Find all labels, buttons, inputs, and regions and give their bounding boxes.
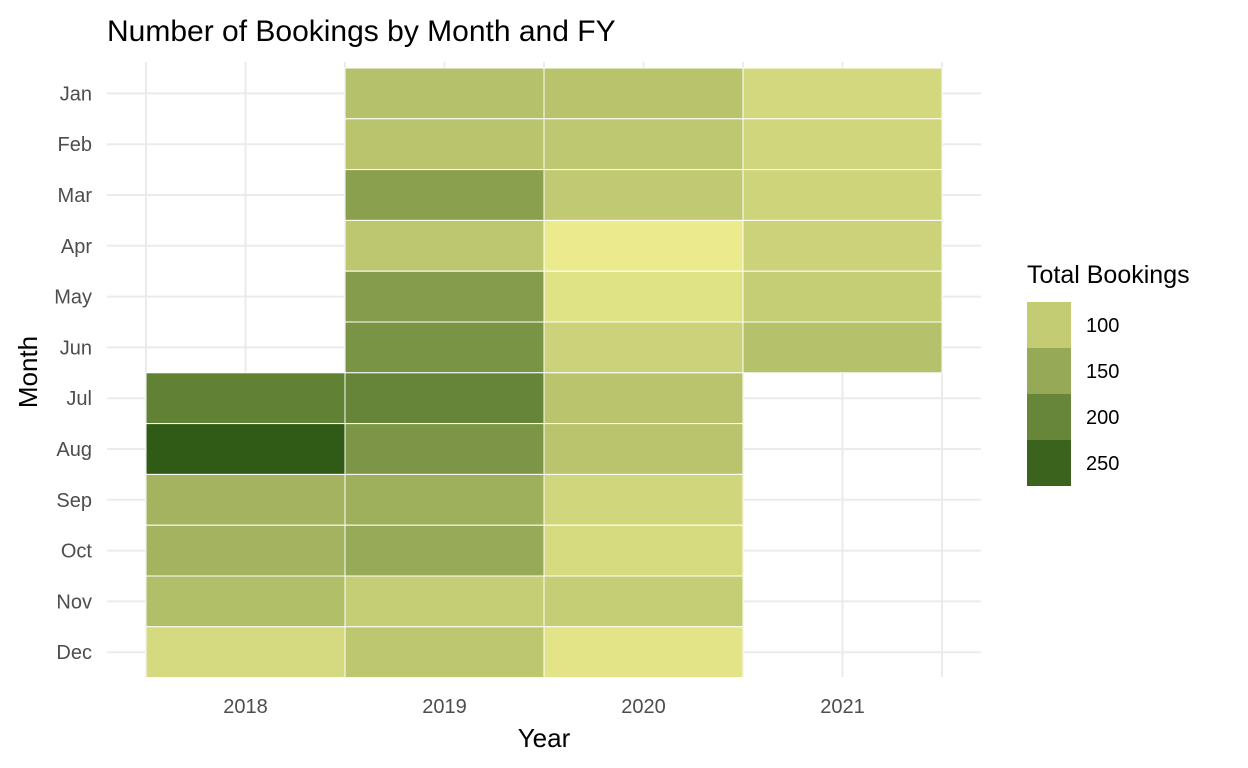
y-tick-label-Dec: Dec <box>56 642 92 664</box>
legend: Total Bookings 100 150 200 250 <box>1027 261 1190 486</box>
x-tick-label-2018: 2018 <box>223 696 268 718</box>
heatmap-cell-2020-Jan <box>543 67 744 120</box>
heatmap-cell-2020-Apr <box>543 219 744 272</box>
heatmap-cell-2021-Jun <box>742 321 943 374</box>
heatmap-cell-2021-Mar <box>742 169 943 221</box>
heatmap-cell-2020-Mar <box>543 169 744 221</box>
heatmap-cell-2019-Apr <box>344 219 545 272</box>
heatmap-cell-2019-Mar <box>344 169 545 221</box>
heatmap-cell-2020-Jun <box>543 321 744 374</box>
y-tick-label-Mar: Mar <box>58 185 93 207</box>
legend-title: Total Bookings <box>1027 261 1190 289</box>
legend-label-100: 100 <box>1086 315 1119 337</box>
heatmap-cell-2019-Dec <box>344 626 545 679</box>
legend-label-150: 150 <box>1086 361 1119 383</box>
heatmap-cell-2019-Jun <box>344 321 545 374</box>
y-tick-label-Nov: Nov <box>56 591 92 613</box>
y-tick-label-Feb: Feb <box>58 134 92 156</box>
heatmap-cell-2020-Nov <box>543 575 744 628</box>
legend-label-200: 200 <box>1086 407 1119 429</box>
x-tick-label-2021: 2021 <box>820 696 865 718</box>
x-tick-label-2019: 2019 <box>422 696 467 718</box>
heatmap-cell-2018-Jul <box>145 372 346 425</box>
heatmap-cell-2019-Sep <box>344 473 545 526</box>
heatmap-cell-2020-Sep <box>543 473 744 526</box>
heatmap-cell-2020-Aug <box>543 423 744 475</box>
x-tick-label-2020: 2020 <box>621 696 666 718</box>
heatmap-cell-2019-May <box>344 270 545 323</box>
heatmap-cell-2019-Aug <box>344 423 545 475</box>
y-tick-label-Jan: Jan <box>60 83 92 105</box>
heatmap-cell-2020-Dec <box>543 626 744 679</box>
heatmap-cell-2018-Oct <box>145 524 346 577</box>
heatmap-cells <box>145 67 943 679</box>
heatmap-cell-2019-Nov <box>344 575 545 628</box>
x-axis-label: Year <box>518 723 571 753</box>
legend-key-250 <box>1027 440 1071 486</box>
legend-key-200 <box>1027 394 1071 440</box>
y-tick-label-May: May <box>54 287 92 309</box>
heatmap-cell-2019-Oct <box>344 524 545 577</box>
y-tick-label-Jun: Jun <box>60 337 92 359</box>
legend-key-150 <box>1027 348 1071 394</box>
heatmap-cell-2020-May <box>543 270 744 323</box>
heatmap-cell-2021-Jan <box>742 67 943 120</box>
heatmap-cell-2019-Jul <box>344 372 545 425</box>
y-tick-label-Apr: Apr <box>61 236 92 258</box>
y-tick-label-Oct: Oct <box>61 541 93 563</box>
legend-label-250: 250 <box>1086 453 1119 475</box>
heatmap-cell-2020-Jul <box>543 372 744 425</box>
heatmap-cell-2020-Oct <box>543 524 744 577</box>
heatmap-cell-2018-Sep <box>145 473 346 526</box>
heatmap-cell-2018-Aug <box>145 423 346 475</box>
y-axis-label: Month <box>13 336 43 408</box>
heatmap-cell-2021-Feb <box>742 118 943 171</box>
heatmap-cell-2018-Dec <box>145 626 346 679</box>
heatmap-cell-2018-Nov <box>145 575 346 628</box>
heatmap-cell-2019-Jan <box>344 67 545 120</box>
heatmap-cell-2021-Apr <box>742 219 943 272</box>
axis-ticks: 2018 2019 2020 2021 Jan Feb Mar Apr May Jun Jul Aug… <box>54 83 865 718</box>
y-tick-label-Jul: Jul <box>66 388 92 410</box>
y-tick-label-Aug: Aug <box>56 439 92 461</box>
y-tick-label-Sep: Sep <box>56 490 92 512</box>
heatmap-cell-2020-Feb <box>543 118 744 171</box>
legend-key-100 <box>1027 302 1071 348</box>
chart-title: Number of Bookings by Month and FY <box>107 15 616 48</box>
heatmap-cell-2019-Feb <box>344 118 545 171</box>
heatmap-cell-2021-May <box>742 270 943 323</box>
